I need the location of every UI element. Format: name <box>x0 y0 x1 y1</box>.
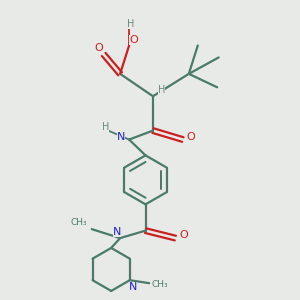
Text: H: H <box>102 122 110 132</box>
Text: N: N <box>116 132 125 142</box>
Text: N: N <box>129 282 137 292</box>
Text: O: O <box>187 132 196 142</box>
Text: CH₃: CH₃ <box>151 280 168 289</box>
Text: H: H <box>127 19 134 29</box>
Text: O: O <box>129 35 138 45</box>
Text: CH₃: CH₃ <box>70 218 87 227</box>
Text: N: N <box>113 226 121 236</box>
Text: O: O <box>94 43 103 53</box>
Text: H: H <box>158 85 165 95</box>
Text: O: O <box>179 230 188 239</box>
